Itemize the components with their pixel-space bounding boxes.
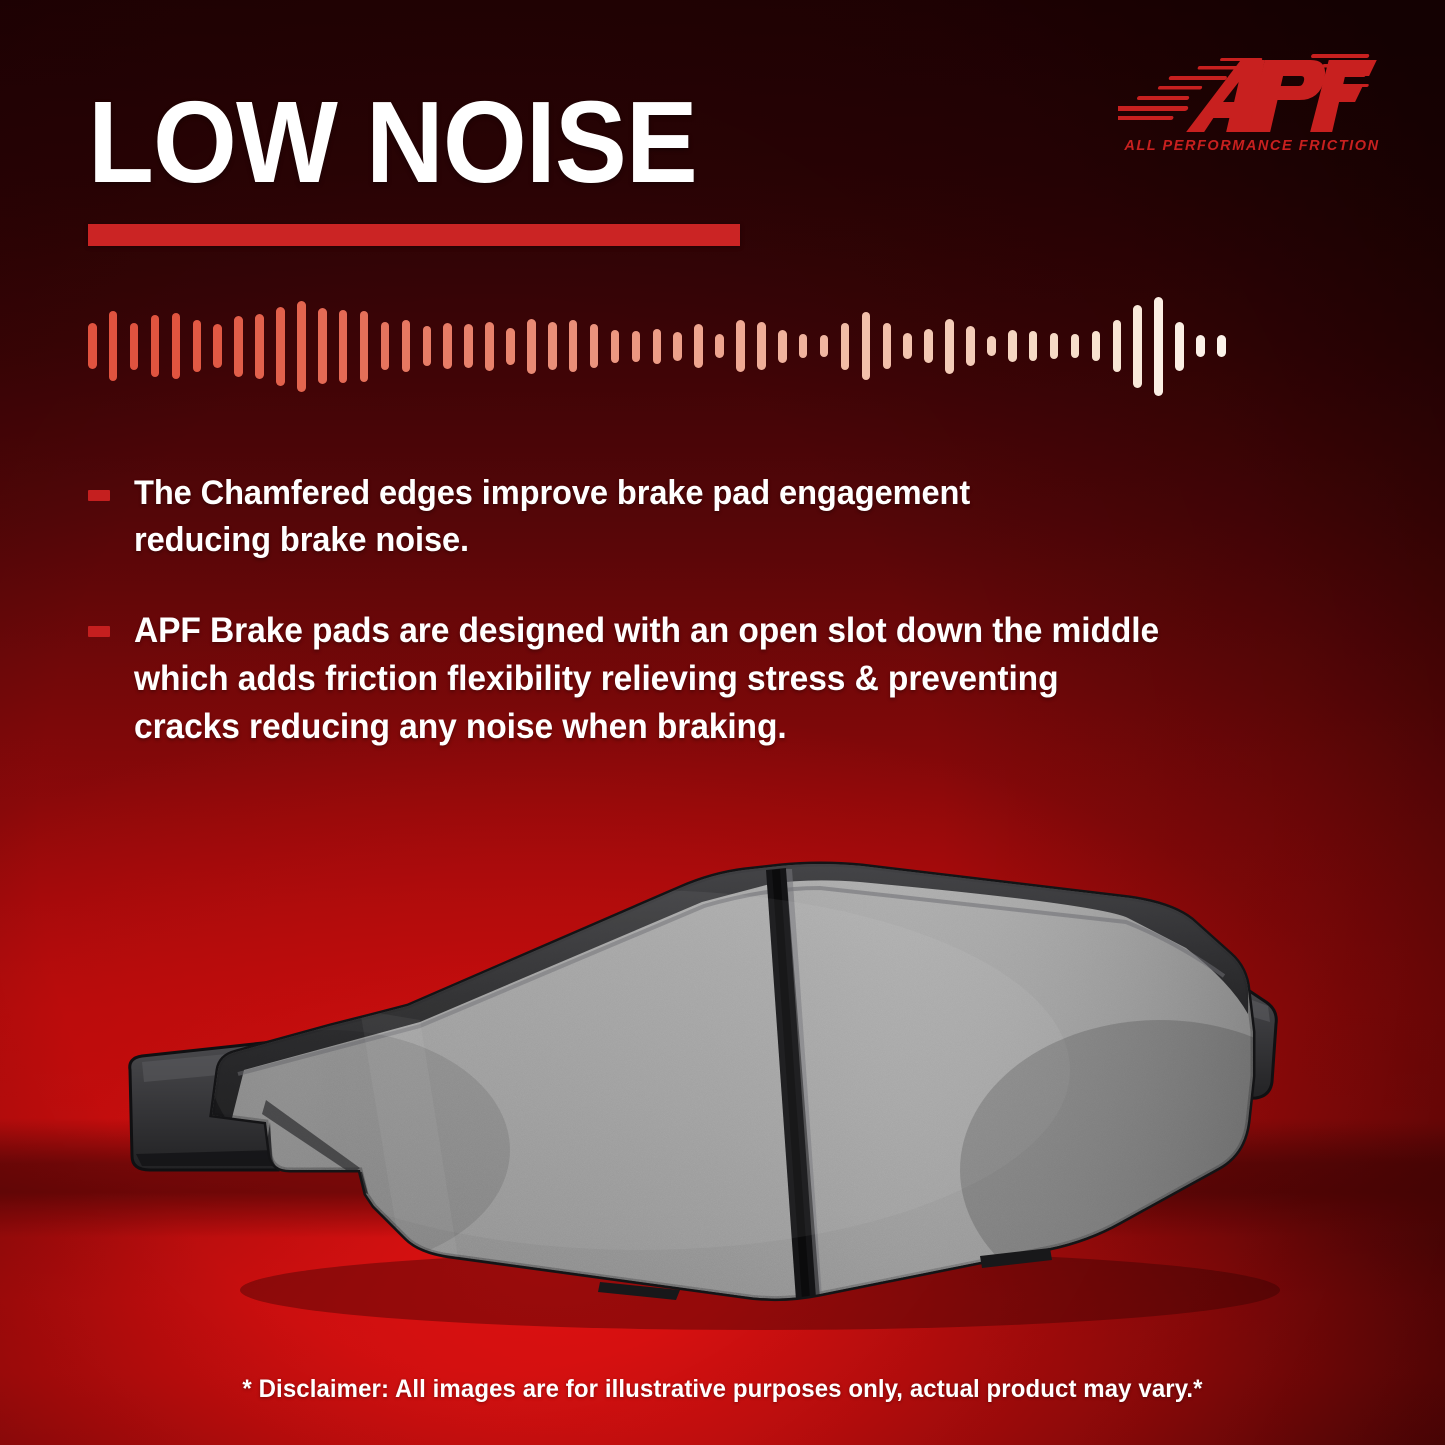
waveform-bar (129, 322, 139, 370)
waveform-bar (338, 309, 348, 383)
waveform-bar (401, 320, 411, 372)
waveform-bar (798, 334, 808, 358)
dash-bullet-icon (88, 490, 110, 501)
waveform-bar (945, 318, 954, 374)
waveform-bar (778, 329, 787, 363)
waveform-bar (673, 331, 682, 361)
waveform-bar (924, 329, 933, 363)
waveform-bar (1008, 330, 1017, 362)
waveform-bar (108, 311, 118, 381)
disclaimer-text: * Disclaimer: All images are for illustr… (242, 1375, 1203, 1403)
waveform-bar (757, 322, 766, 370)
waveform-bar (631, 330, 641, 362)
waveform-bar (88, 323, 97, 369)
waveform-bar (1217, 335, 1226, 357)
waveform-bar (903, 333, 912, 359)
waveform-bar (150, 315, 160, 377)
title-accent-bar (88, 224, 740, 246)
waveform-bar (819, 335, 829, 357)
waveform-bar (694, 324, 703, 368)
feature-item: The Chamfered edges improve brake pad en… (88, 470, 1388, 564)
apf-speed-logo-icon (1118, 54, 1377, 132)
waveform-bar (1070, 334, 1080, 358)
brake-pad-illustration (128, 861, 1280, 1330)
feature-item: APF Brake pads are designed with an open… (88, 606, 1388, 750)
waveform-bar (527, 318, 536, 374)
waveform-bar (715, 334, 724, 358)
waveform-bar (359, 310, 369, 382)
waveform-bar (297, 300, 306, 392)
waveform-bar (548, 322, 557, 370)
waveform-bar (171, 313, 181, 379)
dash-bullet-icon (88, 626, 110, 637)
waveform-bar (1196, 335, 1205, 357)
audio-waveform (88, 292, 1238, 400)
waveform-bar (589, 324, 599, 368)
apf-logo: ALL PERFORMANCE FRICTION (1118, 46, 1386, 168)
waveform-bar (1112, 320, 1122, 372)
waveform-bar (443, 323, 452, 369)
waveform-bar (840, 322, 850, 370)
waveform-bar (1028, 331, 1038, 361)
brake-pad-photo (120, 770, 1285, 1330)
waveform-bar (1154, 296, 1163, 396)
waveform-bar (380, 322, 390, 370)
waveform-bar (736, 320, 745, 372)
page-title: LOW NOISE (88, 77, 698, 207)
waveform-bar (987, 336, 996, 356)
waveform-bar (464, 324, 473, 368)
feature-list: The Chamfered edges improve brake pad en… (88, 470, 1388, 750)
waveform-bar (1175, 321, 1184, 371)
waveform-bar (1049, 333, 1059, 359)
waveform-bar (234, 315, 243, 377)
waveform-bar (966, 326, 975, 366)
feature-text: APF Brake pads are designed with an open… (134, 610, 1160, 746)
waveform-bar (192, 320, 202, 372)
waveform-bar (882, 323, 892, 369)
waveform-bar (1091, 331, 1101, 361)
feature-text: The Chamfered edges improve brake pad en… (134, 474, 971, 559)
waveform-bar (422, 326, 432, 366)
waveform-bar (213, 324, 222, 368)
waveform-bar (255, 313, 264, 379)
waveform-bar (861, 312, 871, 380)
waveform-bar (485, 321, 494, 371)
waveform-bar (276, 306, 285, 386)
waveform-bar (318, 308, 327, 384)
waveform-bar (610, 329, 620, 363)
waveform-bar (506, 327, 515, 365)
waveform-bar (568, 320, 578, 372)
waveform-bar (1133, 304, 1142, 388)
logo-tagline: ALL PERFORMANCE FRICTION (1124, 138, 1380, 154)
waveform-bar (652, 328, 662, 364)
